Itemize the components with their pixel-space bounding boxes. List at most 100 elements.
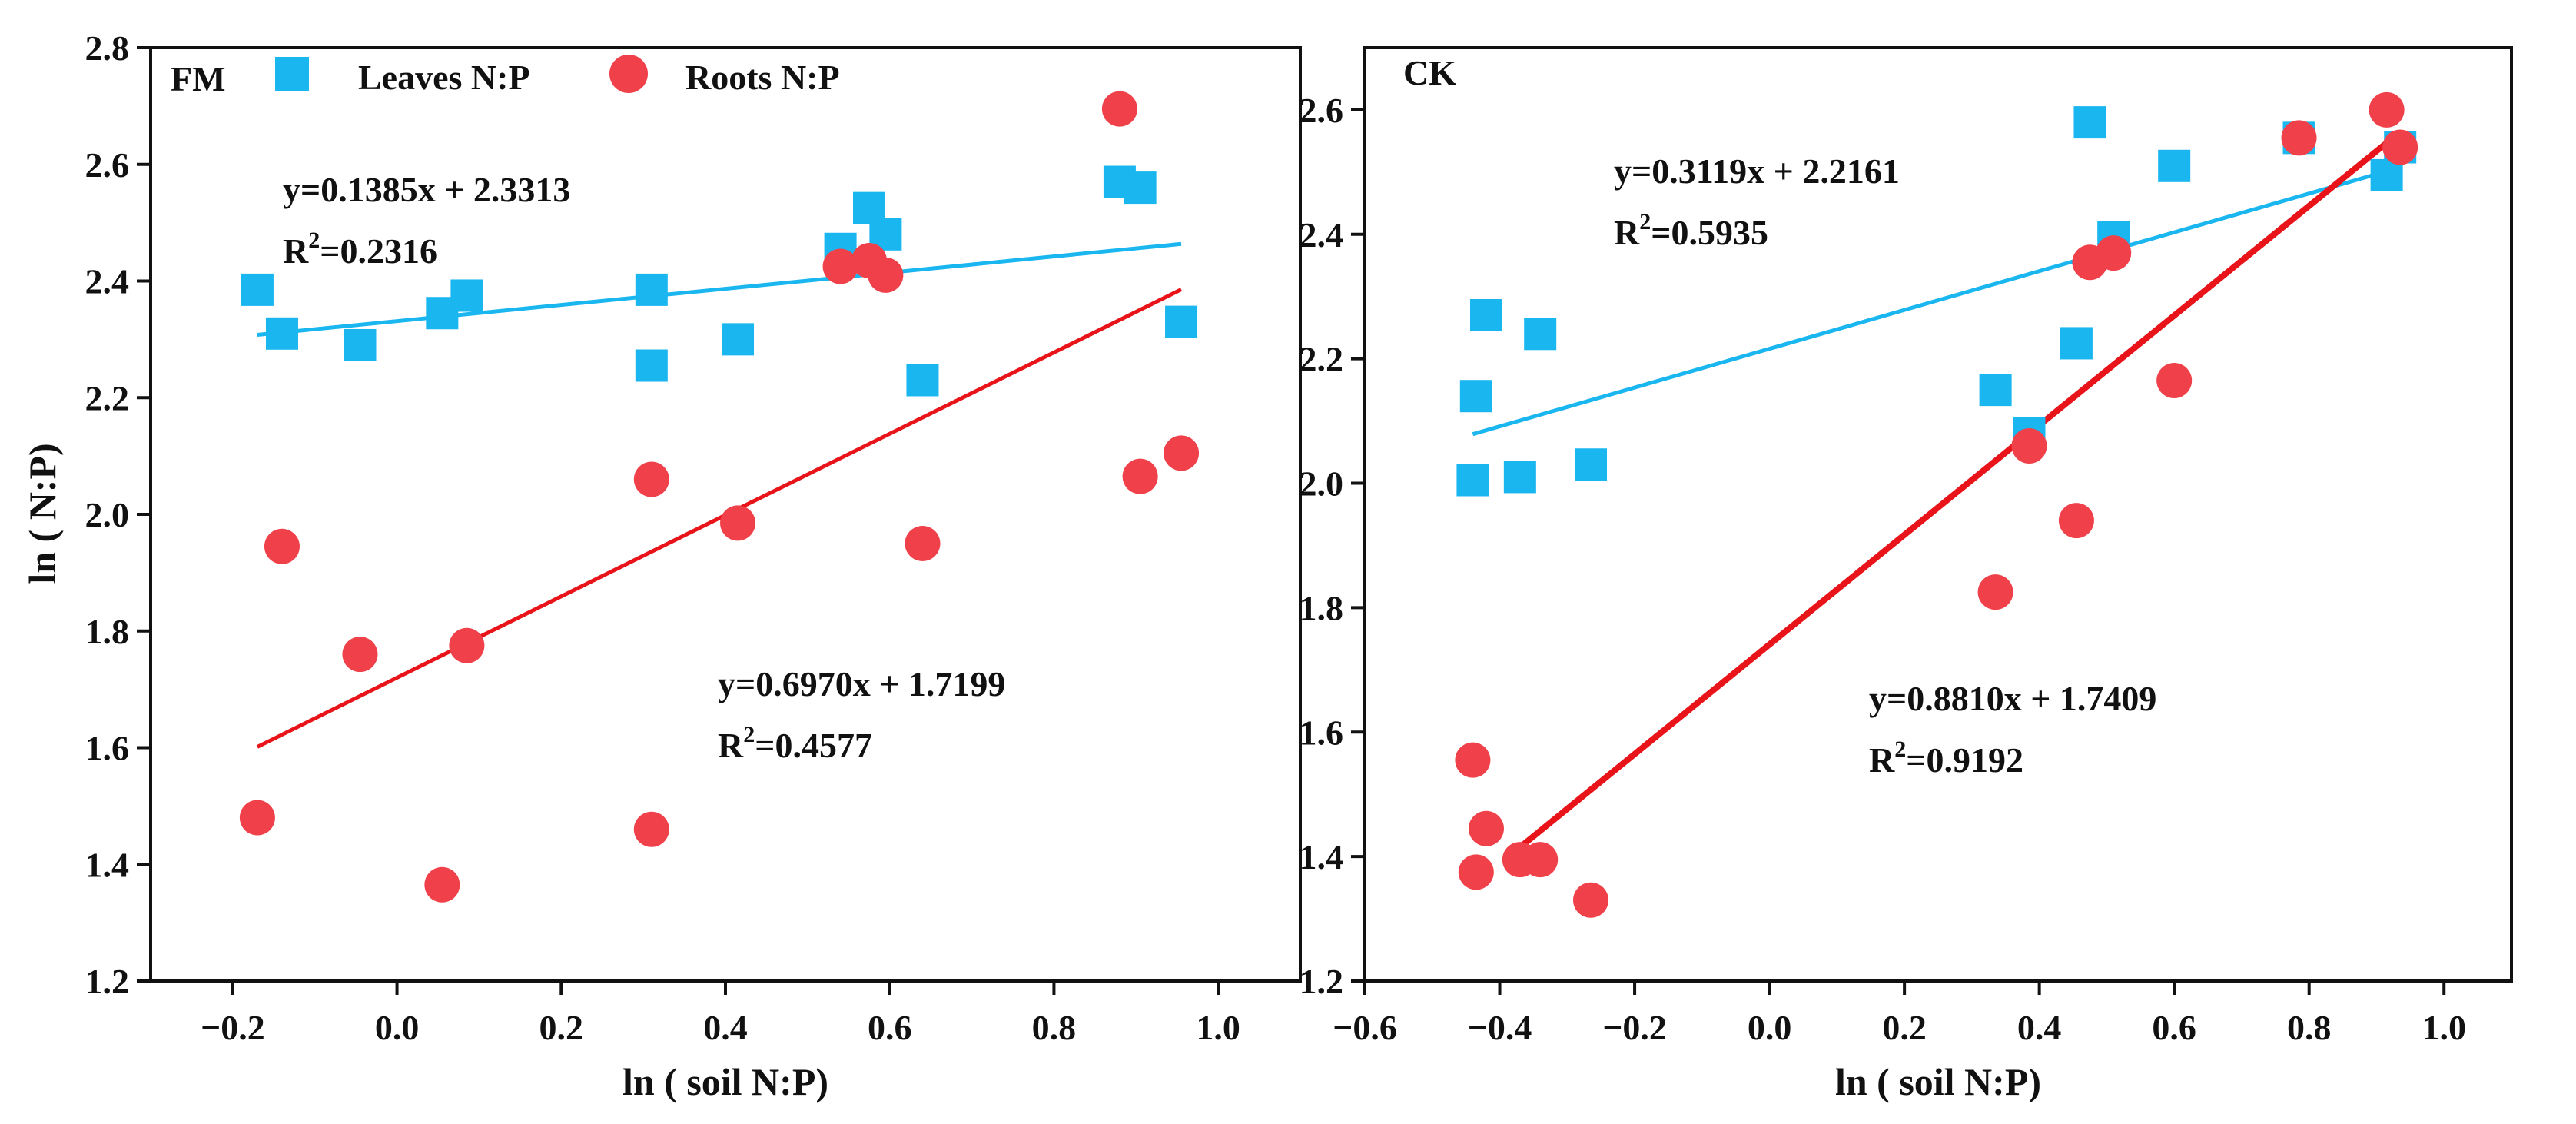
y-tick-label: 1.2: [1300, 962, 1344, 1001]
roots-fit-r2: R2=0.9192: [1869, 737, 2023, 780]
y-tick-label: 1.6: [85, 729, 130, 768]
roots-r2-value: =0.9192: [1906, 740, 2023, 780]
panel-ck: −0.6 −0.4 −0.2 0.0 0.2 0.4 0.6 0.8 1.0 1.2 1.4 1.6…: [1300, 46, 2513, 1103]
roots-r2-label: R: [718, 726, 744, 765]
y-ticks: 1.2 1.4 1.6 1.8 2.0 2.2 2.4 2.6 2.8: [85, 28, 151, 1001]
y-tick-label: 1.8: [85, 612, 130, 651]
x-tick-label: 0.4: [703, 1008, 748, 1047]
roots-r2-superscript: 2: [743, 722, 755, 747]
roots-point: [905, 525, 941, 561]
leaves-fit-equation: y=0.3119x + 2.2161: [1614, 151, 1900, 191]
x-axis-title: ln ( soil N:P): [1835, 1060, 2041, 1103]
leaves-point: [450, 279, 483, 312]
roots-point: [1101, 91, 1137, 127]
plot-frame: [1363, 46, 2513, 983]
roots-point: [1468, 810, 1504, 846]
x-ticks: −0.6 −0.4 −0.2 0.0 0.2 0.4 0.6 0.8 1.0: [1333, 981, 2466, 1047]
roots-r2-value: =0.4577: [755, 726, 872, 765]
roots-point: [239, 800, 275, 836]
leaves-point: [722, 323, 755, 356]
roots-point: [2096, 235, 2132, 271]
y-tick-label: 1.2: [85, 962, 130, 1001]
y-tick-label: 2.4: [85, 262, 130, 301]
legend: Leaves N:P Roots N:P: [275, 55, 840, 97]
x-tick-label: 0.6: [2152, 1008, 2196, 1047]
roots-point: [1458, 854, 1494, 890]
leaves-r2-value: =0.2316: [320, 231, 437, 271]
legend-marker-roots: [609, 55, 648, 93]
leaves-r2-superscript: 2: [308, 228, 320, 253]
roots-point: [2011, 427, 2047, 464]
roots-point: [633, 811, 669, 847]
leaves-point: [2073, 106, 2106, 139]
roots-fit-r2: R2=0.4577: [718, 722, 872, 765]
leaves-fit-r2: R2=0.5935: [1614, 209, 1768, 252]
x-tick-label: 1.0: [1196, 1008, 1240, 1047]
roots-fit-line: [256, 288, 1183, 749]
x-tick-label: 0.0: [1748, 1008, 1792, 1047]
x-tick-label: −0.2: [201, 1008, 265, 1047]
leaves-point: [344, 328, 377, 361]
roots-point: [868, 257, 904, 293]
y-tick-label: 2.0: [85, 495, 130, 534]
legend-marker-leaves: [275, 57, 309, 91]
roots-point: [2382, 129, 2418, 165]
roots-point: [342, 637, 378, 673]
legend-label-roots: Roots N:P: [685, 58, 840, 97]
legend-label-leaves: Leaves N:P: [358, 58, 530, 97]
y-tick-label: 2.2: [1300, 340, 1344, 379]
roots-point: [2281, 120, 2317, 156]
x-tick-label: 0.6: [868, 1008, 912, 1047]
fit-lines: [1472, 129, 2402, 856]
y-tick-label: 2.4: [1300, 215, 1344, 254]
panel-fm: −0.2 0.0 0.2 0.4 0.6 0.8 1.0 1.2 1.4 1.6 1.8 2.0 2.…: [85, 28, 1302, 1103]
roots-point: [1122, 458, 1158, 494]
x-tick-label: 1.0: [2422, 1008, 2466, 1047]
leaves-point: [635, 349, 668, 382]
leaves-r2-label: R: [283, 231, 309, 271]
roots-point: [264, 528, 300, 564]
leaves-r2-superscript: 2: [1639, 209, 1651, 234]
leaves-point: [1459, 380, 1492, 413]
leaves-fit-equation: y=0.1385x + 2.3313: [283, 170, 570, 209]
leaves-point: [1124, 171, 1157, 205]
y-axis-title: ln ( N:P): [21, 443, 64, 584]
y-tick-label: 2.0: [1300, 464, 1344, 504]
roots-fit-equation: y=0.6970x + 1.7199: [718, 664, 1005, 703]
leaves-point: [1165, 305, 1198, 338]
leaves-point: [241, 273, 274, 306]
y-tick-label: 2.8: [85, 28, 130, 68]
roots-point: [720, 505, 756, 541]
roots-point: [1164, 435, 1200, 471]
panel-tag: FM: [171, 59, 226, 98]
x-tick-label: −0.4: [1468, 1008, 1532, 1047]
roots-point: [1977, 574, 2013, 610]
x-tick-label: 0.4: [2017, 1008, 2062, 1047]
x-tick-label: 0.8: [2287, 1008, 2332, 1047]
leaves-point: [1469, 299, 1502, 332]
roots-point: [822, 248, 858, 284]
roots-point: [424, 866, 460, 903]
leaves-r2-value: =0.5935: [1651, 213, 1768, 252]
leaves-r2-label: R: [1614, 213, 1640, 252]
leaves-point: [1575, 448, 1608, 481]
roots-fit-line: [1511, 129, 2402, 856]
y-tick-label: 2.6: [85, 145, 130, 185]
x-tick-label: 0.8: [1032, 1008, 1077, 1047]
leaves-point: [265, 317, 298, 350]
leaves-point: [1503, 461, 1536, 494]
roots-point: [633, 461, 669, 497]
roots-point: [1522, 842, 1559, 878]
panel-tag: CK: [1403, 53, 1456, 92]
y-tick-label: 1.4: [85, 845, 130, 884]
y-tick-label: 1.4: [1300, 837, 1344, 876]
y-tick-label: 1.6: [1300, 713, 1344, 752]
y-tick-label: 2.6: [1300, 91, 1344, 130]
x-tick-label: −0.6: [1333, 1008, 1397, 1047]
leaves-point: [1979, 374, 2012, 407]
roots-fit-equation: y=0.8810x + 1.7409: [1869, 679, 2156, 718]
leaves-fit-line: [1472, 165, 2401, 437]
x-ticks: −0.2 0.0 0.2 0.4 0.6 0.8 1.0: [201, 981, 1240, 1047]
leaves-point: [906, 364, 939, 397]
